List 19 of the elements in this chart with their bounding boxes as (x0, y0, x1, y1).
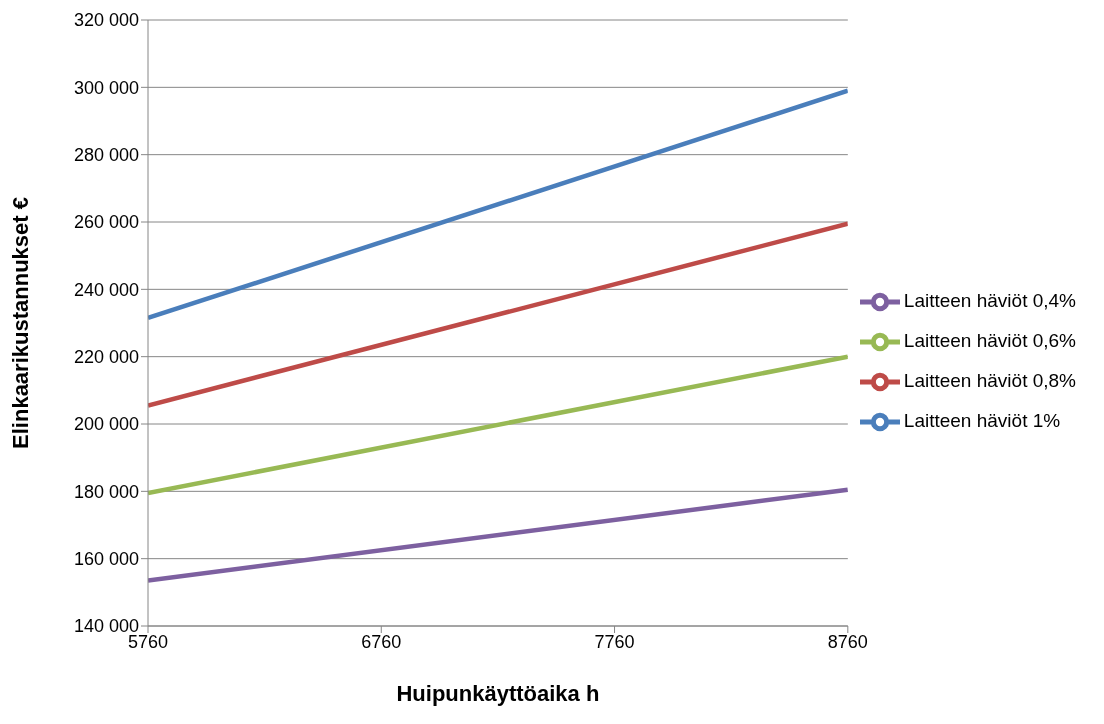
y-tick-label: 320 000 (73, 10, 139, 31)
legend-label: Laitteen häviöt 1% (903, 410, 1061, 432)
y-tick-label: 240 000 (73, 279, 139, 300)
y-tick-label: 300 000 (73, 77, 139, 98)
x-tick-label: 8760 (827, 631, 868, 652)
x-axis-title: Huipunkäyttöaika h (396, 681, 600, 706)
legend-label: Laitteen häviöt 0,6% (903, 330, 1076, 352)
x-tick-label: 5760 (127, 631, 169, 652)
x-tick-label: 7760 (594, 631, 635, 652)
y-tick-label: 280 000 (73, 145, 139, 166)
legend-label: Laitteen häviöt 0,8% (903, 370, 1076, 392)
y-tick-label: 260 000 (73, 212, 139, 233)
x-tick-label: 6760 (361, 631, 402, 652)
legend-label: Laitteen häviöt 0,4% (903, 290, 1076, 312)
y-tick-label: 200 000 (73, 414, 139, 435)
y-tick-label: 220 000 (73, 347, 139, 368)
y-tick-label: 180 000 (73, 481, 139, 502)
y-axis-title: Elinkaarikustannukset € (7, 197, 33, 449)
y-tick-label: 160 000 (73, 549, 139, 570)
